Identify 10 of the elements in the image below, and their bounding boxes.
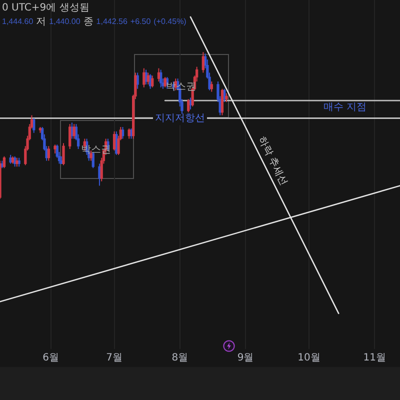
x-tick-label: 11월 [363,352,386,364]
ref-line-label: 지지저항선 [155,112,205,124]
x-tick-label: 8월 [172,352,188,364]
text: 1,444.60 저 1,440.00 종 1,442.56 +6.50 (+0.45%) [2,16,187,28]
x-tick-label: 9월 [237,352,254,364]
annotation: 매수 지점 [323,102,367,114]
text: 0 UTC+9에 생성됨 [2,2,90,14]
x-tick-label: 7월 [106,352,122,364]
x-tick-label: 6월 [42,352,59,364]
x-tick-label: 10월 [298,352,320,364]
